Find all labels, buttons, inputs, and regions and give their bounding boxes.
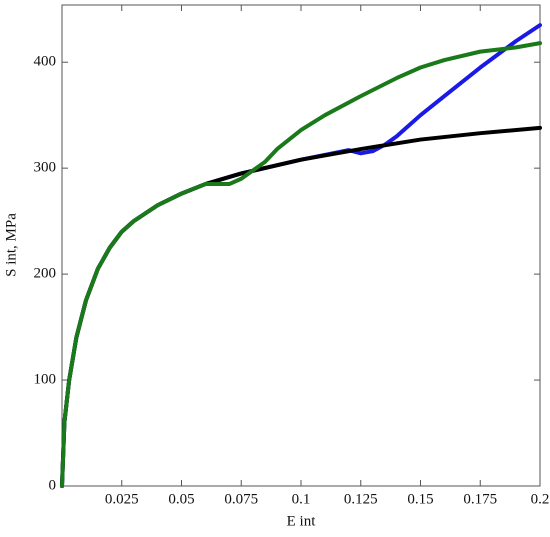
x-tick-label: 0.2	[531, 491, 550, 507]
y-tick-label: 400	[34, 54, 57, 70]
x-tick-label: 0.025	[105, 491, 139, 507]
y-tick-label: 100	[34, 371, 57, 387]
x-tick-label: 0.175	[463, 491, 497, 507]
series-line	[60, 23, 542, 488]
x-tick-label: 0.075	[224, 491, 258, 507]
x-tick-label: 0.1	[292, 491, 311, 507]
y-tick-label: 300	[34, 160, 57, 176]
series-line	[60, 125, 542, 488]
x-tick-label: 0.125	[344, 491, 378, 507]
y-tick-label: 0	[49, 477, 57, 493]
y-tick-label: 200	[34, 266, 57, 282]
x-tick-label: 0.15	[407, 491, 433, 507]
x-tick-label: 0.05	[168, 491, 194, 507]
y-axis-label: S int, MPa	[3, 213, 19, 277]
x-axis-label: E int	[287, 513, 317, 529]
series-line	[60, 41, 542, 488]
